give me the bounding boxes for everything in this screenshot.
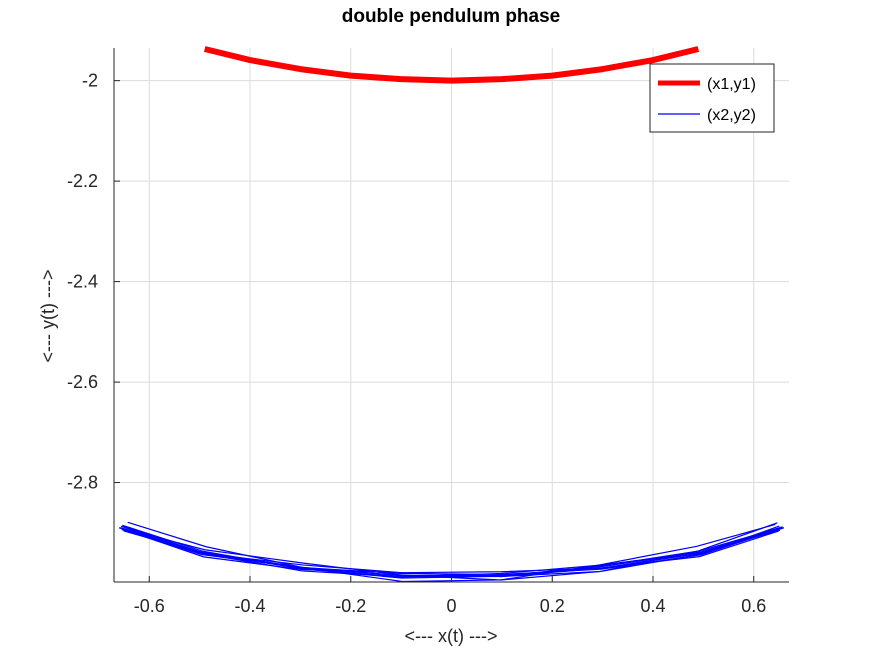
legend: (x1,y1) (x2,y2) xyxy=(649,63,775,133)
y-axis-ticks: -2 -2.2 -2.4 -2.6 -2.8 xyxy=(67,71,120,493)
x-tick-label: 0 xyxy=(446,596,456,616)
grid-lines xyxy=(114,48,789,582)
y-tick-label: -2.6 xyxy=(67,372,98,392)
series-line xyxy=(203,46,700,84)
chart-title: double pendulum phase xyxy=(342,6,561,27)
x-axis-ticks: -0.6 -0.4 -0.2 0 0.2 0.4 0.6 xyxy=(134,576,766,616)
y-tick-label: -2 xyxy=(82,71,98,91)
series-line xyxy=(124,529,779,574)
legend-box xyxy=(649,63,775,133)
x-tick-label: 0.6 xyxy=(741,596,766,616)
x-axis-label: <--- x(t) ---> xyxy=(405,626,498,646)
series-x1y1 xyxy=(203,46,700,84)
legend-label-x2y2: (x2,y2) xyxy=(707,107,756,124)
x-tick-label: 0.2 xyxy=(540,596,565,616)
x-tick-label: 0.4 xyxy=(640,596,665,616)
y-tick-label: -2.4 xyxy=(67,272,98,292)
x-tick-label: -0.4 xyxy=(234,596,265,616)
y-axis-label: <--- y(t) ---> xyxy=(38,270,58,363)
y-tick-label: -2.2 xyxy=(67,171,98,191)
legend-label-x1y1: (x1,y1) xyxy=(707,76,756,93)
x-tick-label: -0.6 xyxy=(134,596,165,616)
x-tick-label: -0.2 xyxy=(335,596,366,616)
y-tick-label: -2.8 xyxy=(67,473,98,493)
